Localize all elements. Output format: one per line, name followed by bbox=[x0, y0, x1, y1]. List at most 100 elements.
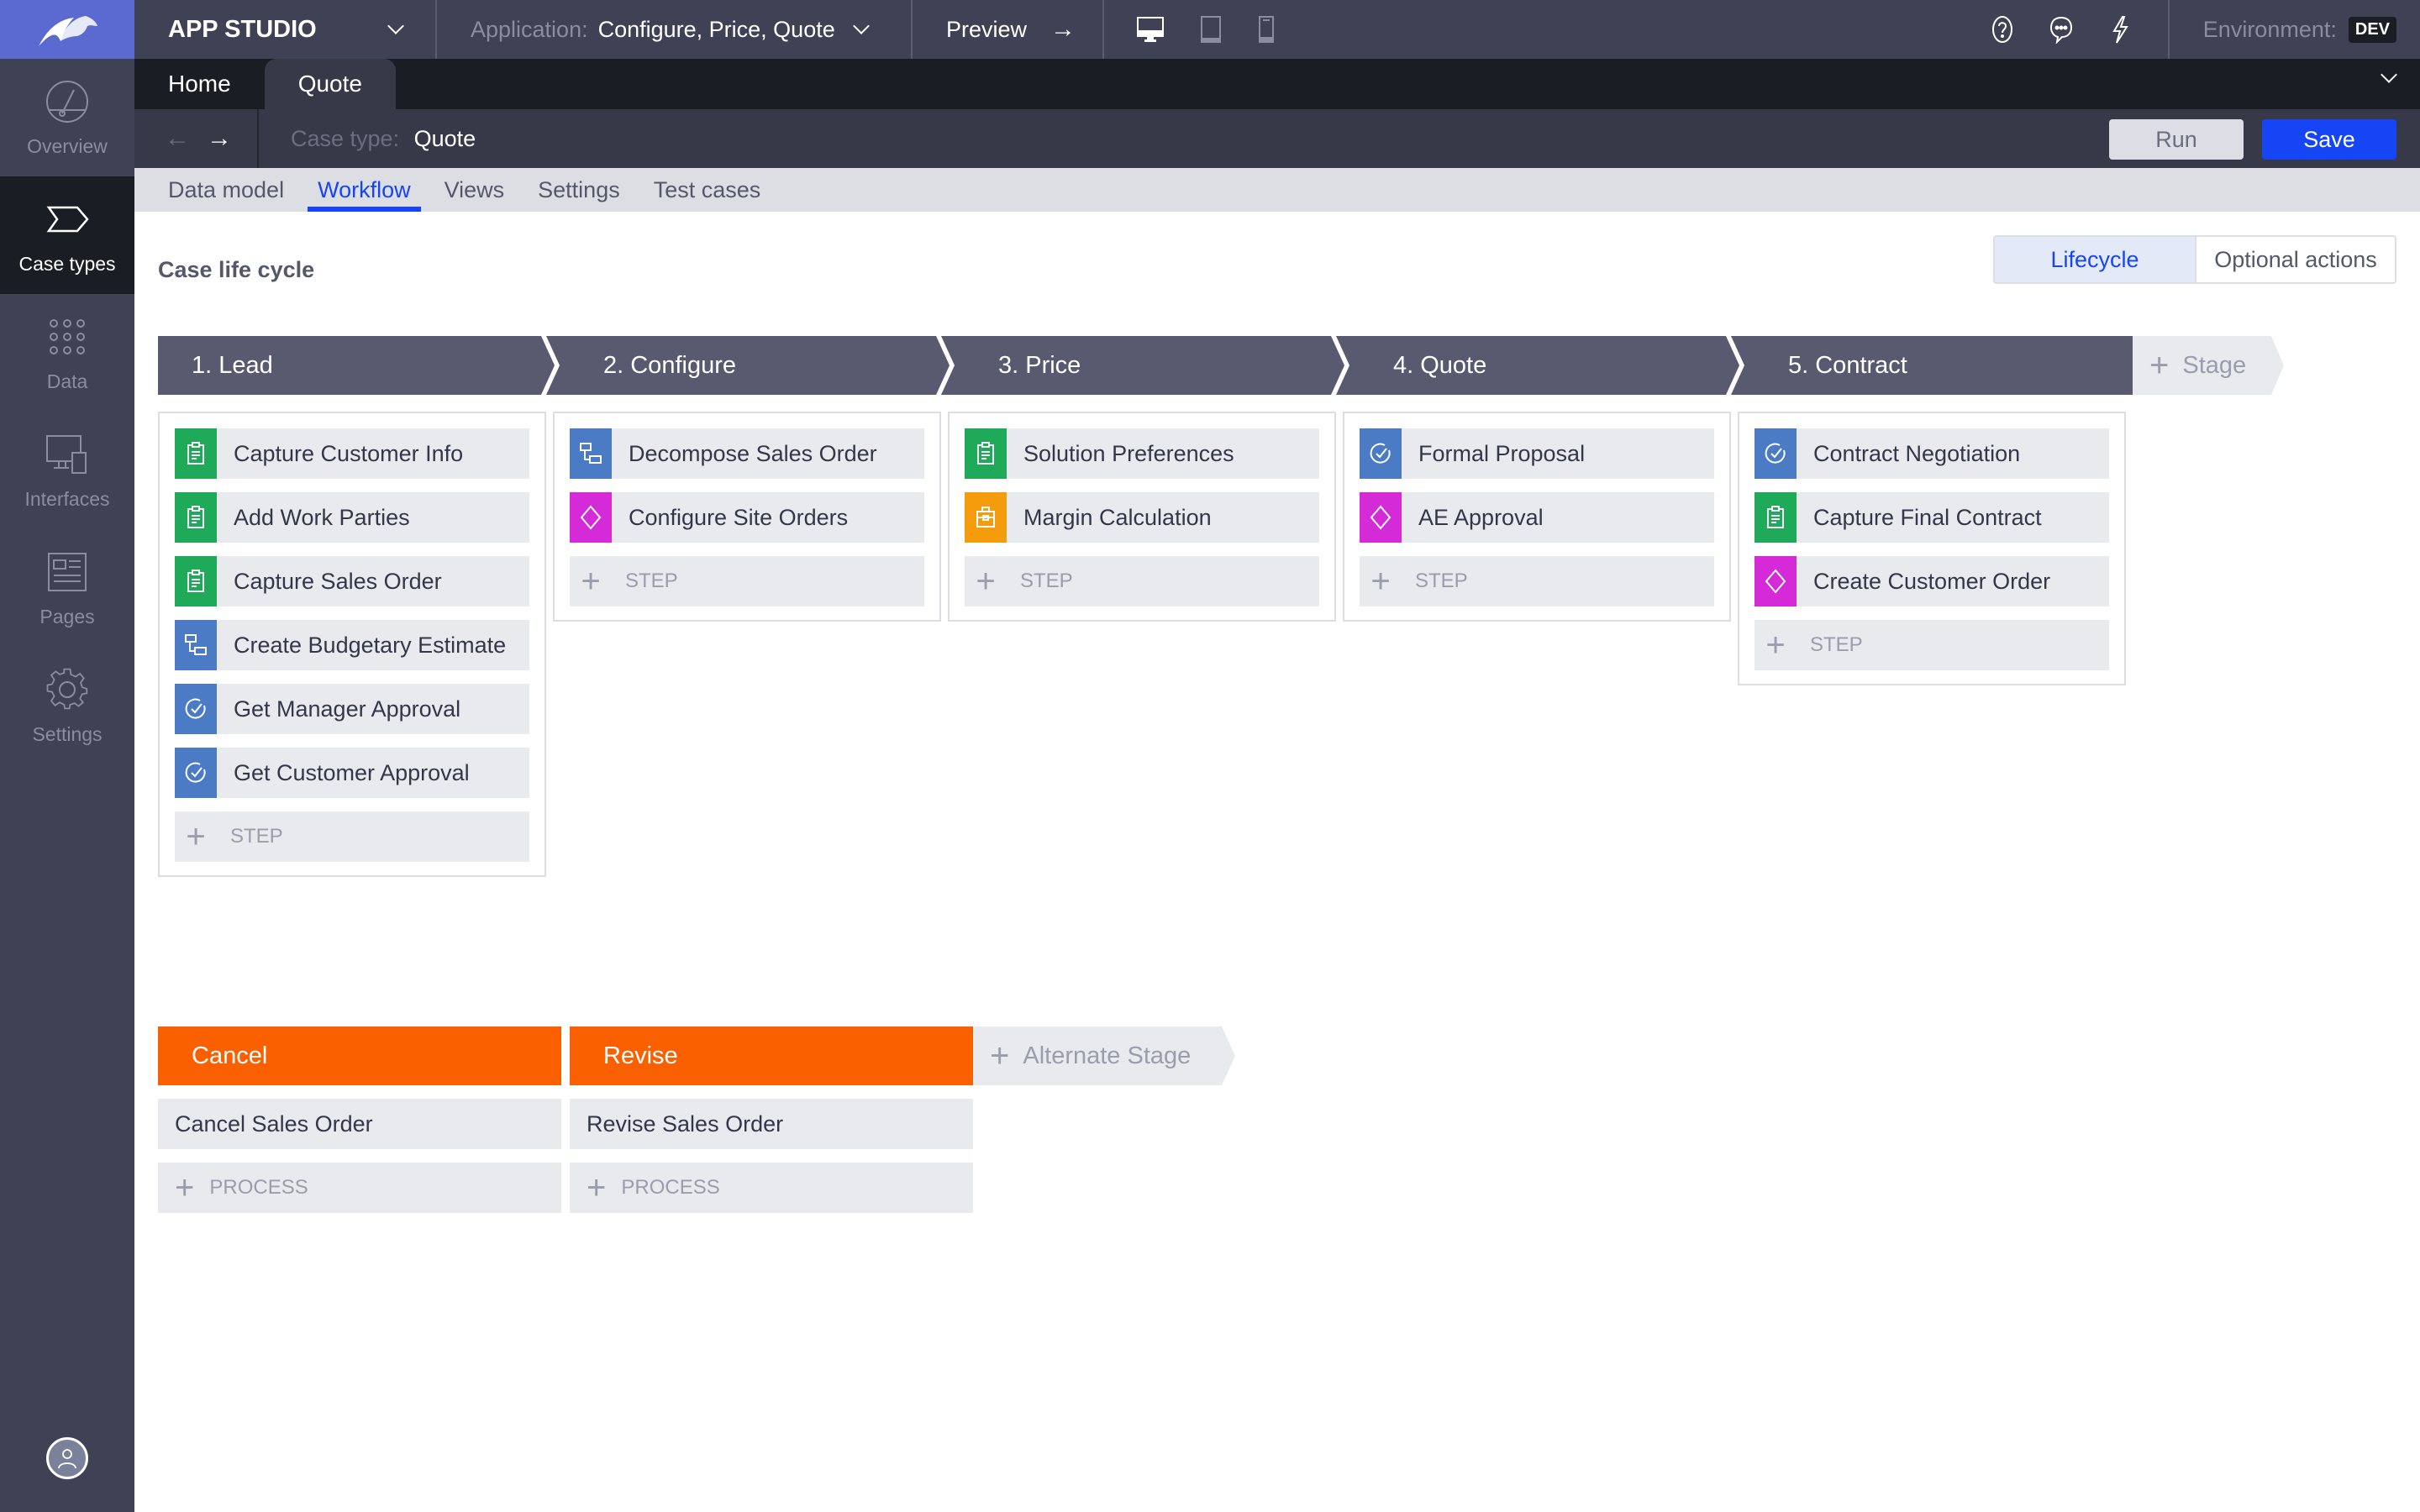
alternate-stage-header[interactable]: Revise bbox=[570, 1026, 973, 1085]
studio-label: APP STUDIO bbox=[168, 15, 317, 43]
add-step-button[interactable]: + STEP bbox=[570, 556, 924, 606]
stage-separator bbox=[1726, 336, 1744, 395]
step[interactable]: Capture Customer Info bbox=[175, 428, 529, 479]
add-process-label: PROCESS bbox=[621, 1176, 720, 1199]
back-arrow-icon[interactable]: ← bbox=[165, 124, 190, 152]
add-process-button[interactable]: + PROCESS bbox=[158, 1163, 561, 1213]
case-type-subtabs: Data model Workflow Views Settings Test … bbox=[134, 168, 2420, 212]
stage-header-lead[interactable]: 1. Lead bbox=[158, 336, 560, 395]
help-icon[interactable] bbox=[1988, 15, 2017, 44]
rail-item-settings[interactable]: Settings bbox=[0, 647, 134, 764]
step[interactable]: Decompose Sales Order bbox=[570, 428, 924, 479]
preview-button[interactable]: Preview → bbox=[913, 0, 1104, 59]
subtab-workflow[interactable]: Workflow bbox=[308, 168, 421, 212]
tablet-icon[interactable] bbox=[1198, 15, 1223, 44]
decision-step-icon bbox=[570, 492, 612, 543]
step[interactable]: Capture Final Contract bbox=[1754, 492, 2109, 543]
pegasus-logo-icon bbox=[39, 16, 97, 46]
step-label: Capture Customer Info bbox=[234, 440, 464, 466]
application-value: Configure, Price, Quote bbox=[597, 16, 835, 42]
subtab-views[interactable]: Views bbox=[444, 176, 505, 202]
form-step-icon bbox=[175, 556, 217, 606]
step-label: Get Customer Approval bbox=[234, 759, 470, 785]
studio-switcher[interactable]: APP STUDIO bbox=[134, 0, 437, 59]
top-bar: APP STUDIO Application: Configure, Price… bbox=[134, 0, 2420, 59]
rail-item-overview[interactable]: Overview bbox=[0, 59, 134, 176]
step[interactable]: Configure Site Orders bbox=[570, 492, 924, 543]
step[interactable]: Create Budgetary Estimate bbox=[175, 620, 529, 670]
rail-item-interfaces[interactable]: Interfaces bbox=[0, 412, 134, 529]
toggle-lifecycle[interactable]: Lifecycle bbox=[1995, 237, 2196, 282]
step[interactable]: Capture Sales Order bbox=[175, 556, 529, 606]
devices-icon bbox=[46, 434, 87, 474]
step[interactable]: Get Customer Approval bbox=[175, 748, 529, 798]
stage-steps-contract: Contract Negotiation Capture Final Contr… bbox=[1738, 412, 2126, 685]
tab-quote[interactable]: Quote bbox=[264, 59, 396, 109]
approval-step-icon bbox=[1360, 428, 1402, 479]
process-item[interactable]: Revise Sales Order bbox=[570, 1099, 973, 1149]
application-switcher[interactable]: Application: Configure, Price, Quote bbox=[437, 0, 913, 59]
subtab-data-model[interactable]: Data model bbox=[168, 176, 285, 202]
step-label: Add Work Parties bbox=[234, 504, 410, 530]
rail-label: Settings bbox=[32, 722, 103, 745]
step[interactable]: Margin Calculation bbox=[965, 492, 1319, 543]
add-step-button[interactable]: + STEP bbox=[965, 556, 1319, 606]
rail-label: Overview bbox=[27, 134, 108, 157]
desktop-icon[interactable] bbox=[1136, 15, 1165, 44]
process-item[interactable]: Cancel Sales Order bbox=[158, 1099, 561, 1149]
step[interactable]: Formal Proposal bbox=[1360, 428, 1714, 479]
stage-header-configure[interactable]: 2. Configure bbox=[553, 336, 955, 395]
step-label: Create Customer Order bbox=[1813, 568, 2051, 594]
run-button[interactable]: Run bbox=[2109, 119, 2244, 160]
add-step-label: STEP bbox=[230, 825, 283, 848]
case-type-value: Quote bbox=[413, 125, 476, 151]
stage-steps-configure: Decompose Sales Order Configure Site Ord… bbox=[553, 412, 941, 622]
step[interactable]: Solution Preferences bbox=[965, 428, 1319, 479]
add-step-button[interactable]: + STEP bbox=[175, 811, 529, 862]
rail-item-pages[interactable]: Pages bbox=[0, 529, 134, 647]
subtab-settings[interactable]: Settings bbox=[538, 176, 620, 202]
save-button[interactable]: Save bbox=[2262, 119, 2396, 160]
chevron-shape-icon bbox=[46, 206, 89, 232]
rail-item-case-types[interactable]: Case types bbox=[0, 176, 134, 294]
stage-separator bbox=[1331, 336, 1349, 395]
phone-icon[interactable] bbox=[1257, 15, 1276, 44]
plus-icon: + bbox=[186, 817, 206, 855]
forward-arrow-icon[interactable]: → bbox=[207, 124, 232, 152]
step-label: Decompose Sales Order bbox=[629, 440, 877, 466]
add-step-button[interactable]: + STEP bbox=[1754, 620, 2109, 670]
rail-item-data[interactable]: Data bbox=[0, 294, 134, 412]
stage-steps-lead: Capture Customer Info Add Work Parties C… bbox=[158, 412, 546, 877]
step-label: Formal Proposal bbox=[1418, 440, 1586, 466]
step-label: AE Approval bbox=[1418, 504, 1544, 530]
toggle-optional-actions[interactable]: Optional actions bbox=[2196, 237, 2395, 282]
step[interactable]: Get Manager Approval bbox=[175, 684, 529, 734]
chat-icon[interactable] bbox=[2047, 15, 2075, 44]
step[interactable]: Create Customer Order bbox=[1754, 556, 2109, 606]
history-nav: ← → bbox=[134, 109, 259, 168]
lightning-icon[interactable] bbox=[2106, 15, 2134, 44]
stage-header-quote[interactable]: 4. Quote bbox=[1343, 336, 1744, 395]
add-step-button[interactable]: + STEP bbox=[1360, 556, 1714, 606]
plus-icon: + bbox=[587, 1168, 607, 1206]
tab-home[interactable]: Home bbox=[168, 71, 231, 97]
logo[interactable] bbox=[0, 0, 134, 59]
add-step-label: STEP bbox=[1810, 633, 1863, 656]
step[interactable]: AE Approval bbox=[1360, 492, 1714, 543]
user-icon bbox=[58, 1449, 76, 1469]
stage-header-price[interactable]: 3. Price bbox=[948, 336, 1349, 395]
user-avatar[interactable] bbox=[46, 1437, 88, 1479]
add-process-button[interactable]: + PROCESS bbox=[570, 1163, 973, 1213]
subtab-test-cases[interactable]: Test cases bbox=[653, 176, 761, 202]
add-stage-button[interactable]: + Stage bbox=[2133, 336, 2284, 395]
dots-grid-icon bbox=[50, 318, 85, 354]
step[interactable]: Contract Negotiation bbox=[1754, 428, 2109, 479]
step-label: Contract Negotiation bbox=[1813, 440, 2021, 466]
add-alternate-stage-button[interactable]: + Alternate Stage bbox=[973, 1026, 1235, 1085]
step[interactable]: Add Work Parties bbox=[175, 492, 529, 543]
step-label: Capture Final Contract bbox=[1813, 504, 2042, 530]
stage-header-contract[interactable]: 5. Contract bbox=[1738, 336, 2133, 395]
tabs-overflow-chevron-icon[interactable] bbox=[2381, 66, 2397, 83]
environment-indicator: Environment: DEV bbox=[2170, 16, 2420, 43]
alternate-stage-header[interactable]: Cancel bbox=[158, 1026, 561, 1085]
